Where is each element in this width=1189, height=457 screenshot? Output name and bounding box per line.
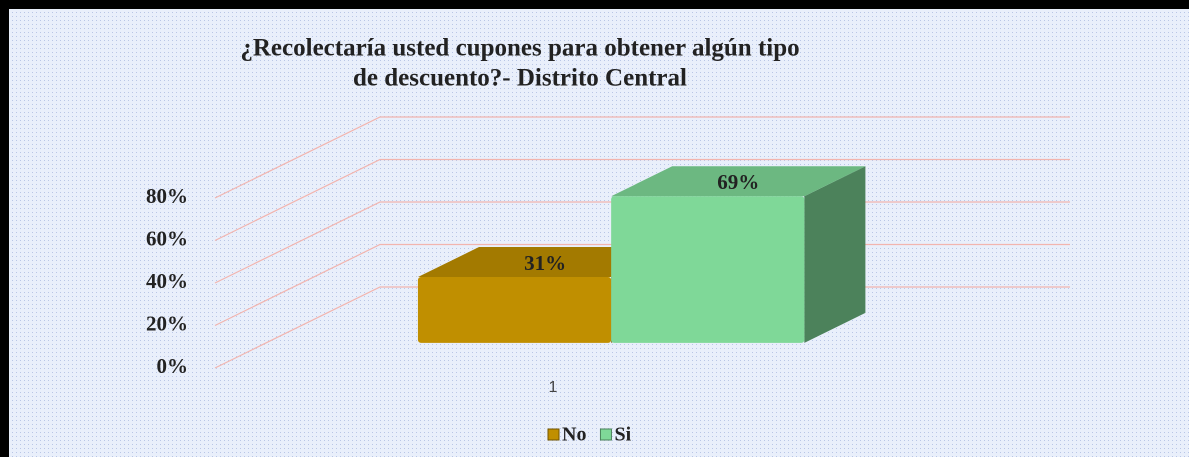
- y-tick-label: 0%: [157, 354, 189, 378]
- bar: [417, 277, 612, 343]
- frame-top: [0, 0, 1189, 9]
- bar-top: [611, 166, 866, 197]
- grid-line: [214, 116, 1070, 199]
- bar-top: [417, 247, 673, 278]
- grid-line: [214, 158, 1070, 242]
- frame-left: [0, 0, 9, 457]
- bar: [611, 196, 805, 343]
- y-tick-label: 80%: [146, 184, 188, 208]
- x-tick-label: 1: [549, 379, 558, 396]
- chart-subtitle: de descuento?- Distrito Central: [353, 65, 687, 92]
- data-label: 31%: [524, 251, 566, 275]
- legend-label: No: [562, 424, 586, 446]
- legend-swatch: [547, 428, 560, 441]
- data-label: 69%: [717, 170, 759, 194]
- chart-title: ¿Recolectaría usted cupones para obtener…: [240, 35, 799, 62]
- legend-swatch: [599, 428, 612, 441]
- y-tick-label: 20%: [146, 311, 188, 335]
- bar-side: [804, 166, 866, 343]
- legend-label: Si: [614, 424, 631, 446]
- y-tick-label: 60%: [146, 226, 188, 250]
- y-tick-label: 40%: [146, 269, 188, 293]
